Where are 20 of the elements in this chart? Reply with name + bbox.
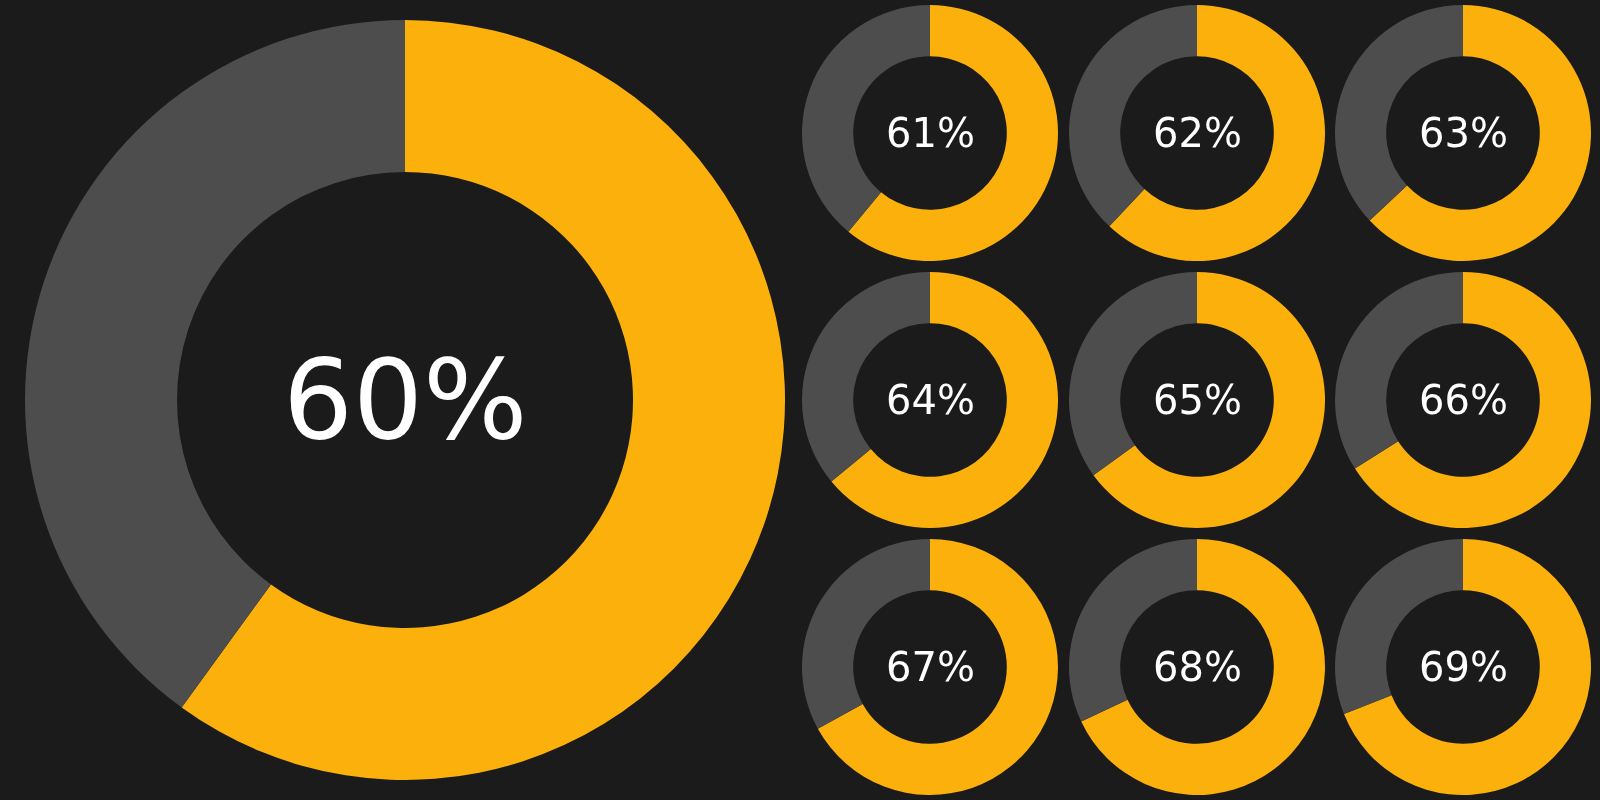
text: 60% bbox=[283, 336, 528, 464]
donut-slice bbox=[1354, 272, 1591, 528]
text: 67% bbox=[886, 644, 975, 690]
text: 66% bbox=[1419, 377, 1508, 423]
donut-slice bbox=[1093, 272, 1325, 528]
donut-slice bbox=[848, 5, 1058, 261]
donut-slice bbox=[1081, 539, 1325, 795]
text: 69% bbox=[1419, 644, 1508, 690]
donut-slice bbox=[817, 539, 1058, 795]
text: 65% bbox=[1153, 377, 1242, 423]
donut-slice bbox=[1369, 5, 1591, 261]
text: 62% bbox=[1153, 110, 1242, 156]
text: 68% bbox=[1153, 644, 1242, 690]
donut-slice bbox=[1343, 539, 1591, 795]
donut-slice bbox=[831, 272, 1058, 528]
text: 63% bbox=[1419, 110, 1508, 156]
text: 64% bbox=[886, 377, 975, 423]
text: 61% bbox=[886, 110, 975, 156]
donut-slice bbox=[181, 20, 785, 780]
donut-slice bbox=[1109, 5, 1325, 261]
